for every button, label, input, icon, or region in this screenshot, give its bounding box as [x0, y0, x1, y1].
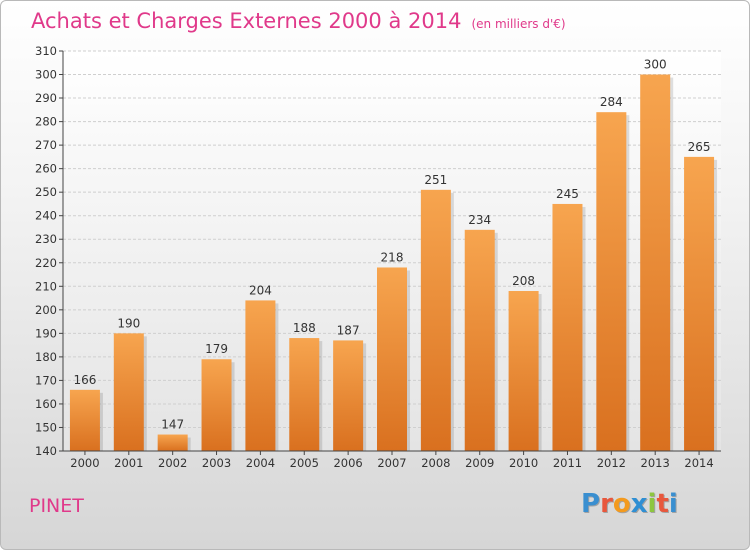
y-tick-label: 230: [35, 232, 57, 246]
chart-title: Achats et Charges Externes 2000 à 2014 (e…: [31, 9, 566, 33]
bar-value-label: 204: [249, 283, 272, 297]
bar-value-label: 234: [468, 213, 491, 227]
bar: [157, 434, 188, 451]
bar: [552, 203, 583, 451]
title-text: Achats et Charges Externes 2000 à 2014: [31, 9, 462, 33]
x-tick-label: 2005: [290, 456, 319, 470]
bar: [69, 389, 100, 451]
y-tick-label: 270: [35, 138, 57, 152]
y-tick-label: 290: [35, 91, 57, 105]
logo-letter: t: [656, 489, 669, 519]
x-tick-label: 2001: [114, 456, 143, 470]
y-tick-label: 170: [35, 373, 57, 387]
bar-value-label: 265: [688, 140, 711, 154]
bar-value-label: 218: [381, 250, 404, 264]
bar-value-label: 284: [600, 95, 623, 109]
x-tick-label: 2011: [553, 456, 582, 470]
y-tick-label: 210: [35, 279, 57, 293]
bar: [113, 333, 144, 451]
bar: [464, 229, 495, 451]
bar: [596, 112, 627, 452]
y-tick-label: 310: [35, 44, 57, 58]
bar-value-label: 147: [161, 418, 184, 432]
bar-value-label: 179: [205, 342, 228, 356]
y-tick-label: 280: [35, 115, 57, 129]
bar-value-label: 188: [293, 321, 316, 335]
y-tick-label: 220: [35, 256, 57, 270]
y-tick-label: 300: [35, 68, 57, 82]
logo-letter: o: [612, 489, 631, 519]
logo-letter: x: [630, 489, 648, 519]
bar-value-label: 251: [424, 173, 447, 187]
x-tick-label: 2002: [158, 456, 187, 470]
y-tick-label: 150: [35, 420, 57, 434]
x-tick-label: 2007: [377, 456, 406, 470]
bar: [508, 291, 539, 451]
x-tick-label: 2008: [421, 456, 450, 470]
x-tick-label: 2013: [641, 456, 670, 470]
bar: [420, 189, 451, 451]
logo-letter: i: [647, 489, 657, 519]
commune-name: PINET: [29, 495, 84, 517]
y-tick-label: 160: [35, 397, 57, 411]
logo-letter: P: [581, 489, 601, 519]
x-tick-label: 2000: [70, 456, 99, 470]
bar-value-label: 208: [512, 274, 535, 288]
bar-value-label: 190: [117, 316, 140, 330]
bar: [684, 156, 715, 451]
logo-letter: i: [668, 489, 678, 519]
x-tick-label: 2014: [684, 456, 713, 470]
y-tick-label: 140: [35, 444, 57, 458]
bar-value-label: 300: [644, 58, 667, 72]
bar: [640, 74, 671, 451]
bar: [245, 300, 276, 451]
x-tick-label: 2003: [202, 456, 231, 470]
y-tick-label: 250: [35, 185, 57, 199]
x-tick-label: 2009: [465, 456, 494, 470]
bar-value-label: 245: [556, 187, 579, 201]
x-tick-label: 2010: [509, 456, 538, 470]
x-tick-label: 2004: [246, 456, 275, 470]
y-tick-label: 190: [35, 326, 57, 340]
bar-value-label: 187: [337, 323, 360, 337]
x-tick-label: 2012: [597, 456, 626, 470]
bar: [333, 340, 364, 451]
bar-value-label: 166: [73, 373, 96, 387]
proxiti-logo: Proxiti: [581, 489, 678, 519]
bar: [289, 338, 320, 451]
y-tick-label: 200: [35, 303, 57, 317]
bar: [377, 267, 407, 451]
y-tick-label: 240: [35, 209, 57, 223]
logo-letter: r: [600, 489, 613, 519]
chart-subtitle: (en milliers d'€): [471, 17, 566, 31]
y-tick-label: 260: [35, 162, 57, 176]
bar: [201, 359, 232, 451]
y-tick-label: 180: [35, 350, 57, 364]
x-tick-label: 2006: [333, 456, 362, 470]
